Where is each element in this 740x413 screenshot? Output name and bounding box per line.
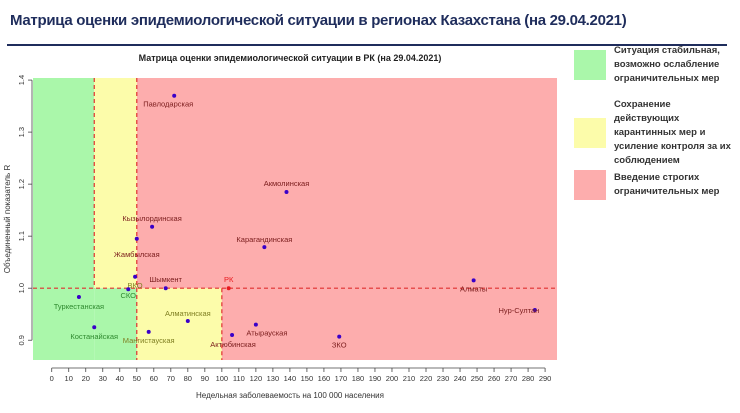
x-tick-label: 100: [216, 374, 229, 383]
x-tick-label: 110: [233, 374, 245, 383]
legend-label: Введение строгих ограничительных мер: [614, 172, 720, 197]
x-tick-label: 270: [505, 374, 518, 383]
x-tick-label: 20: [82, 374, 90, 383]
x-axis-label: Недельная заболеваемость на 100 000 насе…: [196, 391, 384, 400]
x-tick-label: 210: [403, 374, 416, 383]
x-tick-label: 160: [318, 374, 331, 383]
data-point: [532, 308, 537, 313]
data-label: Нур-Султан: [498, 306, 539, 315]
data-label: Алматинская: [165, 309, 211, 318]
data-point: [471, 278, 476, 283]
x-tick-label: 280: [522, 374, 535, 383]
data-point: [337, 334, 342, 339]
x-tick-label: 240: [454, 374, 467, 383]
data-label: Туркестанская: [54, 302, 104, 311]
slide-title: Матрица оценки эпидемиологической ситуац…: [10, 12, 627, 29]
data-label: Павлодарская: [143, 100, 193, 109]
y-tick-label: 0.9: [17, 335, 26, 345]
x-tick-label: 170: [335, 374, 348, 383]
data-point: [226, 286, 231, 291]
x-tick-label: 50: [133, 374, 141, 383]
x-tick-label: 180: [352, 374, 365, 383]
legend-item-strict: Введение строгих ограничительных мер: [574, 170, 734, 200]
legend-swatch-green: [574, 50, 606, 80]
data-point: [92, 325, 97, 330]
data-point: [133, 274, 138, 279]
x-tick-label: 150: [301, 374, 314, 383]
x-tick-label: 260: [488, 374, 501, 383]
data-label: ЗКО: [332, 341, 347, 350]
y-tick-label: 1.4: [17, 75, 26, 85]
legend-item-maintain: Сохранение действующих карантинных мер и…: [574, 98, 734, 168]
x-tick-label: 30: [99, 374, 107, 383]
data-point: [134, 236, 139, 241]
chart-title: Матрица оценки эпидемиологической ситуац…: [139, 53, 442, 63]
data-point: [150, 224, 155, 229]
x-tick-label: 190: [369, 374, 382, 383]
zone-green: [33, 78, 95, 360]
x-tick-label: 200: [386, 374, 399, 383]
data-point: [163, 286, 168, 291]
data-label: Актюбинская: [210, 340, 255, 349]
x-tick-label: 230: [437, 374, 450, 383]
x-tick-label: 40: [116, 374, 124, 383]
x-tick-label: 220: [420, 374, 433, 383]
title-divider: [7, 44, 727, 46]
data-label: Алматы: [460, 284, 487, 293]
x-tick-label: 70: [167, 374, 175, 383]
data-point: [253, 322, 258, 327]
x-tick-label: 290: [539, 374, 552, 383]
y-tick-label: 1.0: [17, 283, 26, 293]
x-tick-label: 60: [150, 374, 158, 383]
y-tick-label: 1.2: [17, 179, 26, 189]
x-tick-label: 90: [201, 374, 209, 383]
x-tick-label: 250: [471, 374, 484, 383]
y-tick-label: 1.3: [17, 127, 26, 137]
data-label: Шымкент: [149, 275, 182, 284]
zone-green: [94, 288, 137, 360]
data-label: Акмолинская: [264, 179, 310, 188]
x-tick-label: 140: [284, 374, 297, 383]
legend-swatch-red: [574, 170, 606, 200]
y-tick-label: 1.1: [17, 231, 26, 241]
zone-yellow: [94, 78, 137, 289]
data-label: Атырауская: [246, 329, 287, 338]
data-point: [284, 189, 289, 194]
data-label: РК: [224, 275, 234, 284]
legend-swatch-yellow: [574, 118, 606, 148]
data-label: Мангистауская: [123, 336, 175, 345]
legend-label: Ситуация стабильная, возможно ослабление…: [614, 45, 720, 84]
zone-yellow: [136, 288, 222, 360]
data-point: [230, 333, 235, 338]
data-label: СКО: [120, 291, 136, 300]
data-point: [185, 318, 190, 323]
x-tick-label: 120: [250, 374, 263, 383]
x-tick-label: 80: [184, 374, 192, 383]
data-point: [146, 329, 151, 334]
data-point: [172, 93, 177, 98]
legend-item-stable: Ситуация стабильная, возможно ослабление…: [574, 44, 734, 86]
y-axis-label: Объединенный показатель R: [3, 165, 12, 274]
data-label: Жамбылская: [114, 250, 160, 259]
data-label: Кызылординская: [122, 214, 181, 223]
x-tick-label: 0: [50, 374, 54, 383]
legend-label: Сохранение действующих карантинных мер и…: [614, 99, 731, 166]
data-label: Костанайская: [70, 332, 118, 341]
data-point: [76, 295, 81, 300]
data-point: [126, 287, 131, 292]
data-label: ВКО: [128, 281, 143, 290]
x-tick-label: 130: [267, 374, 280, 383]
x-tick-label: 10: [65, 374, 73, 383]
data-label: Карагандинская: [236, 235, 292, 244]
data-point: [262, 245, 267, 250]
